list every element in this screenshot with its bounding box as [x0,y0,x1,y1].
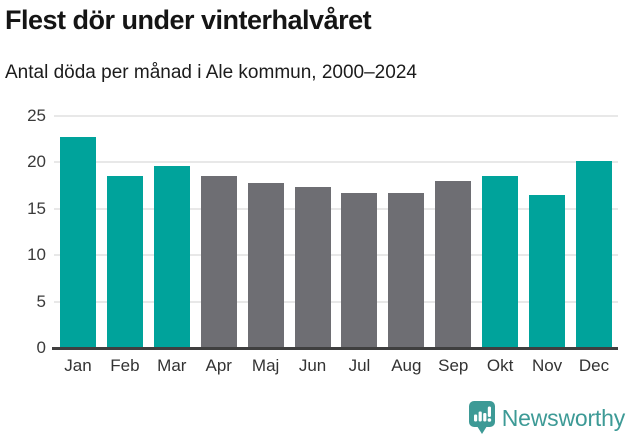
x-tick-label-apr: Apr [205,356,232,375]
x-tick-label-jun: Jun [298,356,327,375]
y-tick-label-25: 25 [27,106,46,125]
bar-feb [106,176,143,348]
x-tick-label-jul: Jul [348,356,371,375]
y-tick-label-10: 10 [27,245,46,265]
chart-subtitle: Antal döda per månad i Ale kommun, 2000–… [5,62,417,83]
gridline-15 [54,207,618,210]
bar-jul [341,193,378,348]
x-tick-label-dec: Dec [578,356,610,375]
x-tick-label-sep: Sep [438,356,469,375]
newsworthy-branding[interactable]: Newsworthy [468,401,625,435]
newsworthy-logo-icon [468,401,495,435]
bar-chart: 0 5 10 15 20 25 Jan Feb Mar Apr Maj Jun Jul Aug Sep Ok… [27,106,618,375]
bar-jun [294,186,331,348]
x-tick-label-aug: Aug [391,356,422,375]
bar-nov [529,194,566,348]
bar-sep [435,180,472,348]
x-tick-label-maj: Maj [251,356,280,375]
x-tick-label-nov: Nov [531,356,563,375]
gridline-20 [54,161,618,164]
x-axis-labels: Jan Feb Mar Apr Maj Jun Jul Aug Sep Okt Nov Dec [54,356,618,376]
x-tick-label-mar: Mar [157,356,187,375]
gridline-25 [54,115,618,117]
bar-maj [247,182,284,348]
bar-jan [60,137,96,348]
y-tick-label-15: 15 [27,198,46,218]
y-tick-label-20: 20 [27,152,46,172]
bar-aug [388,193,425,348]
y-tick-label-0: 0 [36,338,46,357]
x-tick-label-okt: Okt [486,356,514,375]
x-tick-label-jan: Jan [64,356,92,375]
x-axis-line [52,347,618,350]
bar-apr [200,176,237,348]
gridline-5 [54,300,618,303]
x-tick-label-feb: Feb [110,356,140,375]
bar-okt [482,176,519,348]
bar-mar [153,166,190,348]
chart-title: Flest dör under vinterhalvåret [5,5,372,35]
y-tick-label-5: 5 [36,291,46,311]
gridline-10 [54,254,618,257]
bars-container [54,116,618,348]
bar-dec [575,161,612,348]
newsworthy-brand-text: Newsworthy [501,404,625,431]
